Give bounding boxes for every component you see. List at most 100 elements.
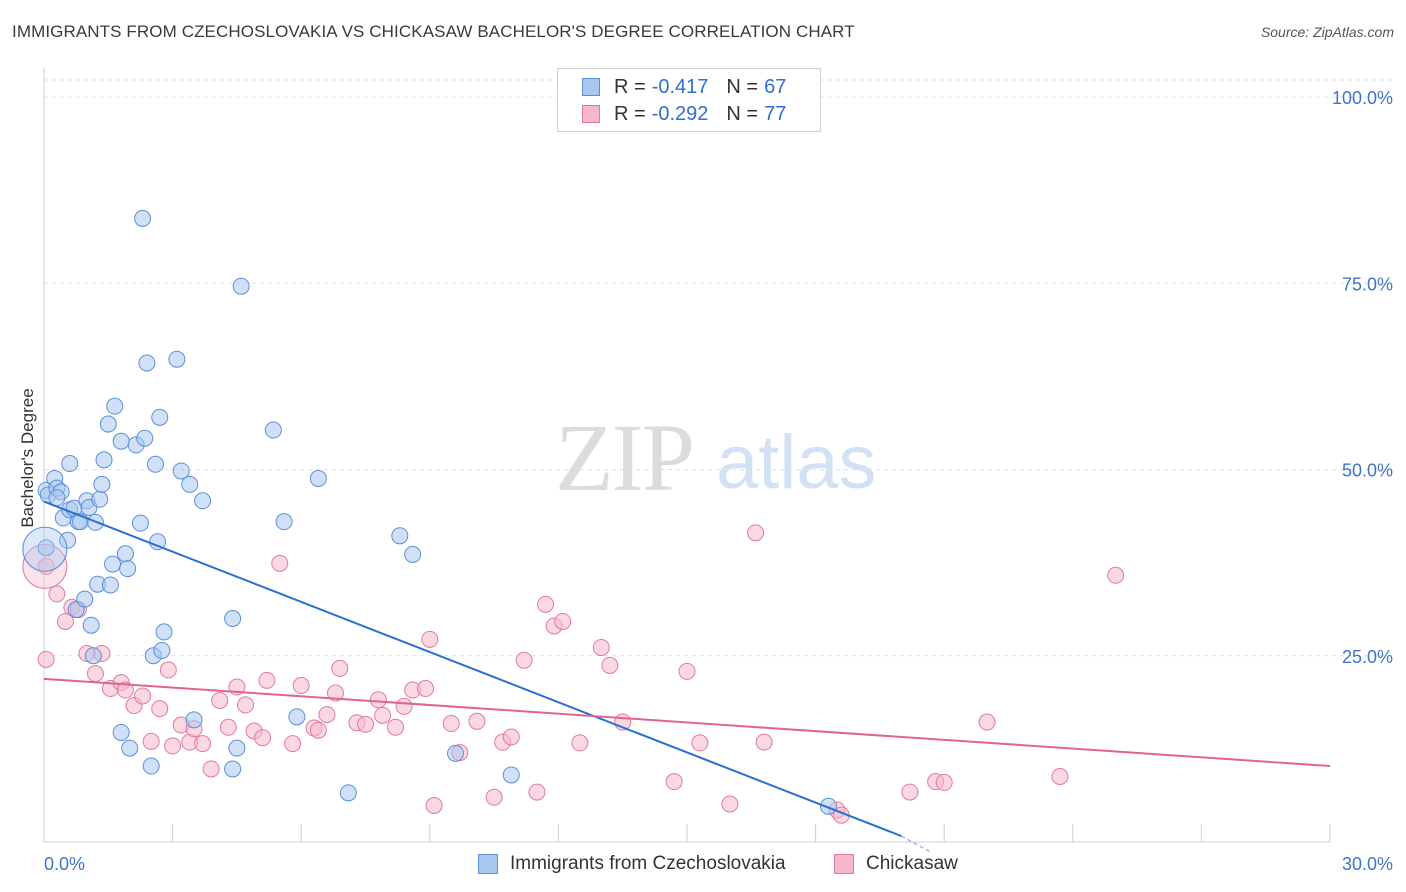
czechoslovakia-swatch bbox=[478, 854, 498, 874]
n-label: N = bbox=[726, 75, 759, 98]
chickasaw-point bbox=[935, 773, 953, 791]
chickasaw-point bbox=[318, 706, 336, 724]
czechoslovakia-point bbox=[151, 408, 169, 426]
czechoslovakia-point bbox=[155, 623, 173, 641]
chickasaw-point bbox=[48, 585, 66, 603]
czechoslovakia-point bbox=[82, 616, 100, 634]
czechoslovakia-point bbox=[502, 766, 520, 784]
chickasaw-point bbox=[601, 656, 619, 674]
czechoslovakia-point bbox=[104, 555, 122, 573]
tick-labels: 100.0% 75.0% 50.0% 25.0% 0.0% 30.0% Bachelor's… bbox=[18, 88, 1393, 874]
chickasaw-point bbox=[755, 733, 773, 751]
czechoslovakia-point bbox=[194, 492, 212, 510]
chickasaw-point bbox=[721, 795, 739, 813]
czechoslovakia-point bbox=[61, 455, 79, 473]
chickasaw-point bbox=[592, 639, 610, 657]
chickasaw-points bbox=[22, 524, 1125, 824]
chickasaw-point bbox=[515, 651, 533, 669]
czechoslovakia-point bbox=[91, 490, 109, 508]
czechoslovakia-point bbox=[224, 610, 242, 627]
czechoslovakia-point bbox=[84, 647, 102, 665]
y-axis-label: Bachelor's Degree bbox=[18, 388, 37, 527]
czechoslovakia-point bbox=[76, 590, 94, 608]
czechoslovakia-point bbox=[146, 455, 164, 473]
legend-label-chickasaw: Chickasaw bbox=[866, 853, 958, 874]
chickasaw-point bbox=[159, 661, 177, 679]
czechoslovakia-point bbox=[181, 475, 199, 493]
chickasaw-point bbox=[901, 783, 919, 801]
czechoslovakia-point bbox=[106, 397, 124, 415]
chickasaw-point bbox=[56, 612, 74, 630]
chickasaw-point bbox=[537, 595, 555, 613]
stats-legend: R = -0.417 N = 67 R = -0.292 N = 77 bbox=[557, 68, 821, 132]
chickasaw-point bbox=[374, 706, 392, 724]
chickasaw-point bbox=[258, 671, 276, 689]
czechoslovakia-point bbox=[339, 784, 357, 802]
x-tick-label: 0.0% bbox=[44, 854, 85, 874]
czechoslovakia-point bbox=[232, 277, 250, 295]
czechoslovakia-point bbox=[447, 744, 465, 762]
chickasaw-point bbox=[309, 721, 327, 739]
y-tick-label: 50.0% bbox=[1342, 461, 1393, 481]
czechoslovakia-point bbox=[224, 760, 242, 778]
chickasaw-point bbox=[357, 715, 374, 733]
r-label: R = bbox=[614, 102, 646, 125]
axes-layer bbox=[43, 68, 1331, 843]
legend-item-chickasaw: Chickasaw bbox=[834, 852, 958, 876]
czechoslovakia-point bbox=[101, 576, 119, 594]
czechoslovakia-point bbox=[142, 757, 160, 775]
chickasaw-point bbox=[202, 760, 220, 778]
chickasaw-point bbox=[369, 691, 387, 709]
chickasaw-point bbox=[528, 783, 546, 801]
chickasaw-point bbox=[425, 796, 443, 814]
chickasaw-point bbox=[978, 713, 996, 731]
chickasaw-point bbox=[151, 700, 169, 718]
chickasaw-point bbox=[442, 715, 460, 733]
chickasaw-swatch bbox=[834, 854, 854, 874]
r-value: -0.292 bbox=[651, 102, 709, 125]
chickasaw-point bbox=[554, 612, 572, 630]
chickasaw-point bbox=[421, 630, 439, 648]
chickasaw-point bbox=[747, 524, 765, 542]
czechoslovakia-point bbox=[116, 545, 134, 563]
trend-lines bbox=[43, 500, 1331, 854]
czechoslovakia-point bbox=[185, 711, 203, 729]
chickasaw-point bbox=[254, 729, 272, 747]
n-label: N = bbox=[726, 102, 759, 125]
czechoslovakia-trend-line bbox=[43, 500, 902, 837]
chickasaw-point bbox=[331, 659, 349, 677]
chickasaw-point bbox=[571, 734, 589, 752]
czechoslovakia-point bbox=[59, 531, 77, 549]
czechoslovakia-point bbox=[309, 469, 327, 487]
chickasaw-point bbox=[395, 697, 413, 715]
blue-swatch bbox=[582, 78, 600, 96]
czechoslovakia-point bbox=[404, 545, 422, 563]
y-tick-label: 75.0% bbox=[1342, 274, 1393, 294]
y-tick-label: 100.0% bbox=[1332, 88, 1393, 108]
czechoslovakia-point bbox=[288, 708, 306, 726]
r-value: -0.417 bbox=[651, 75, 709, 98]
czechoslovakia-point bbox=[168, 350, 186, 368]
czechoslovakia-point bbox=[153, 642, 171, 660]
czechoslovakia-point bbox=[99, 415, 117, 433]
chickasaw-point bbox=[691, 734, 709, 752]
czechoslovakia-point bbox=[22, 526, 68, 572]
czechoslovakia-point bbox=[121, 739, 139, 757]
chickasaw-point bbox=[142, 732, 160, 750]
chickasaw-point bbox=[116, 681, 134, 699]
chickasaw-point bbox=[1051, 767, 1069, 785]
czechoslovakia-point bbox=[134, 209, 152, 227]
chickasaw-point bbox=[485, 788, 503, 806]
czechoslovakia-point bbox=[275, 513, 293, 531]
chickasaw-point bbox=[271, 554, 289, 572]
czechoslovakia-point bbox=[131, 514, 149, 532]
czechoslovakia-point bbox=[95, 451, 113, 469]
czechoslovakia-point bbox=[138, 354, 156, 372]
watermark-zip: ZIP bbox=[555, 404, 693, 511]
n-value: 67 bbox=[764, 75, 787, 98]
chickasaw-point bbox=[417, 680, 435, 698]
czechoslovakia-point bbox=[119, 560, 137, 578]
stats-legend-row-chickasaw: R = -0.292 N = 77 bbox=[582, 102, 786, 126]
stats-legend-row-czechoslovakia: R = -0.417 N = 67 bbox=[582, 75, 786, 99]
chickasaw-point bbox=[134, 687, 152, 705]
